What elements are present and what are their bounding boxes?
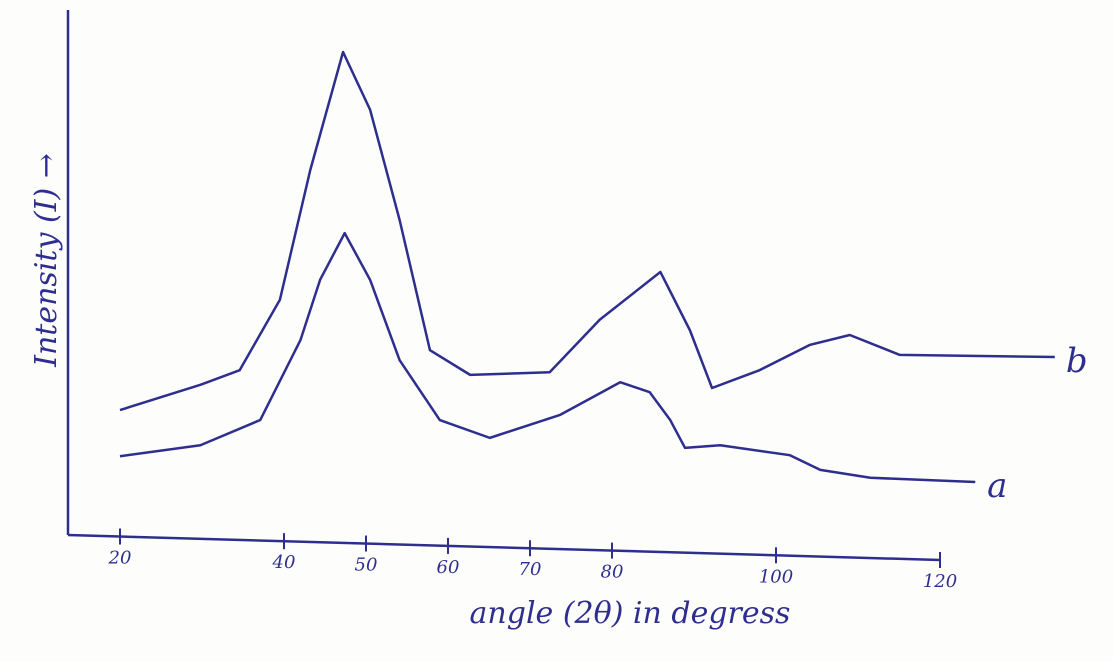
x-tick-label: 20 — [108, 547, 132, 568]
chart: angle (2θ) in degress Intensity (I) → 20… — [0, 0, 1113, 661]
x-axis — [68, 535, 940, 560]
y-axis-label: Intensity (I) → — [29, 153, 64, 368]
x-tick-label: 100 — [759, 566, 793, 587]
x-axis-label: angle (2θ) in degress — [470, 596, 791, 631]
series-label: a — [987, 466, 1007, 506]
x-tick-label: 70 — [519, 559, 542, 580]
data-line — [120, 52, 1055, 410]
x-tick-label: 50 — [355, 555, 378, 576]
x-tick-label: 120 — [923, 571, 957, 592]
x-tick-label: 40 — [272, 552, 296, 573]
series-label: b — [1066, 341, 1088, 381]
x-tick-label: 80 — [601, 562, 624, 583]
x-tick-label: 60 — [437, 557, 460, 578]
